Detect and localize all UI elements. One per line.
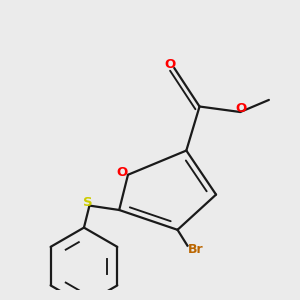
Text: O: O <box>165 58 176 71</box>
Text: S: S <box>83 196 93 209</box>
Text: O: O <box>116 166 128 178</box>
Text: O: O <box>235 102 247 115</box>
Text: Br: Br <box>188 243 204 256</box>
